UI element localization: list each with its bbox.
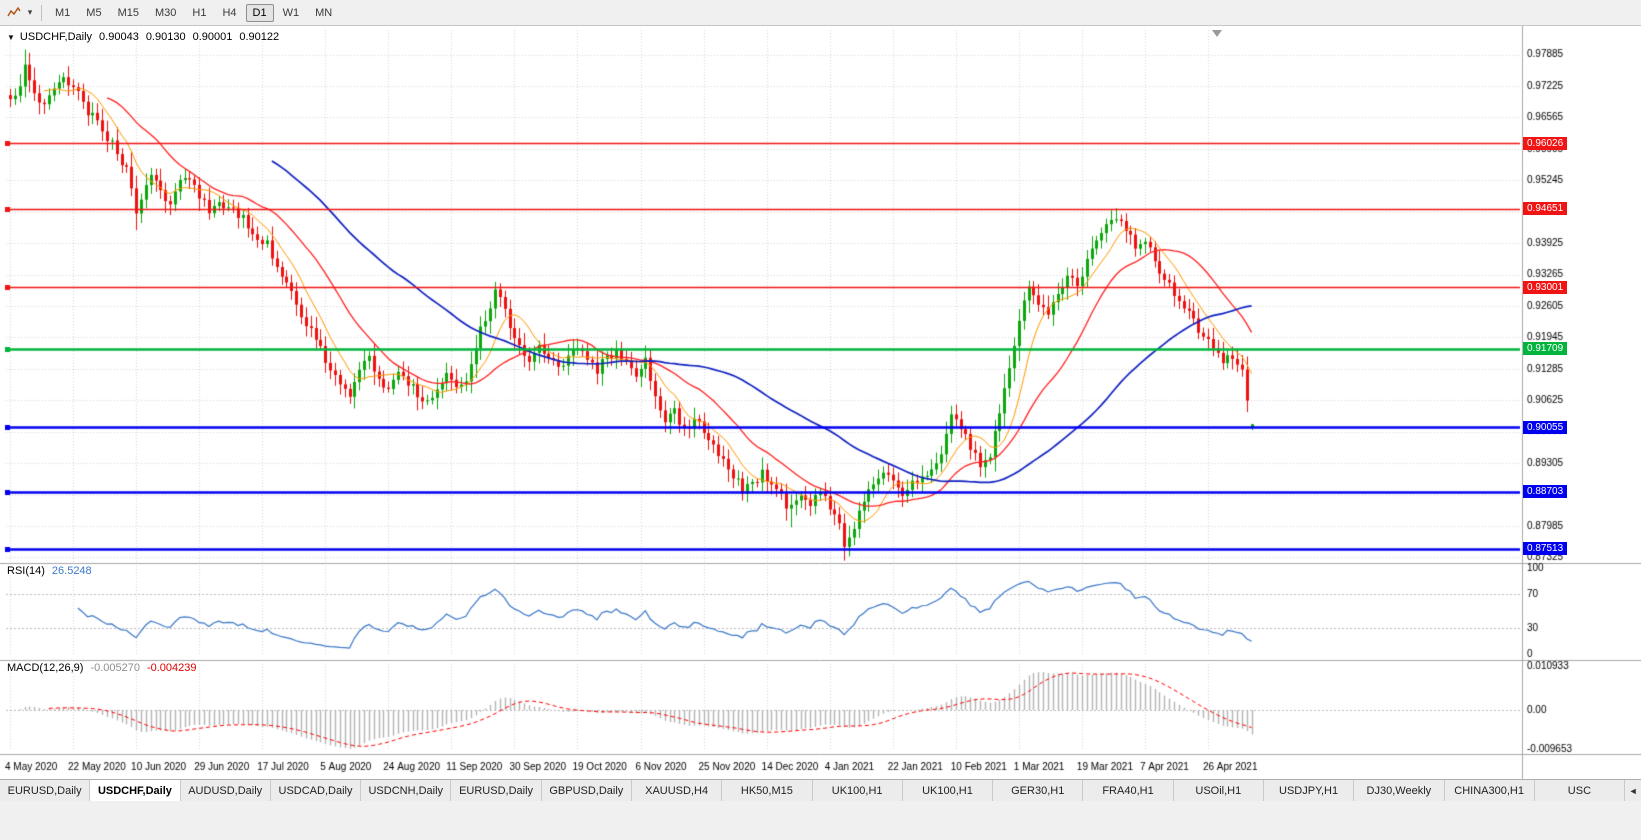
chart-tab-bar: EURUSD,Daily USDCHF,Daily AUDUSD,Daily USDC… — [0, 779, 1641, 801]
status-bar — [0, 801, 1641, 840]
window-menu-icon[interactable]: ▼ — [7, 32, 15, 42]
chart-tab-ger30-h1[interactable]: GER30,H1 — [993, 780, 1084, 801]
chart-tab-usdchf-daily[interactable]: USDCHF,Daily — [90, 780, 181, 801]
chart-window: ▼ USDCHF,Daily 0.90043 0.90130 0.90001 0… — [0, 26, 1641, 779]
timeframe-button-w1[interactable]: W1 — [282, 6, 300, 19]
chart-tab-audusd-daily[interactable]: AUDUSD,Daily — [180, 780, 271, 801]
chart-tab-usoil-h1[interactable]: USOil,H1 — [1173, 780, 1264, 801]
price-chart-canvas[interactable] — [0, 26, 1641, 779]
chart-tab-uk100-h1[interactable]: UK100,H1 — [812, 780, 903, 801]
macd-signal-value: -0.004239 — [146, 662, 197, 674]
chart-type-caret-icon[interactable]: ▾ — [27, 7, 33, 17]
rsi-value: 26.5248 — [51, 565, 92, 577]
price-level-badge-0.87513[interactable]: 0.87513 — [1523, 542, 1568, 556]
chart-shift-marker-icon[interactable] — [1212, 30, 1222, 37]
timeframe-group: M1 M5 M15 M30 H1 H4 D1 W1 MN — [47, 3, 340, 22]
chart-tab-usdcnh-daily[interactable]: USDCNH,Daily — [361, 780, 452, 801]
chart-tab-usc[interactable]: USC — [1534, 780, 1626, 801]
timeframe-button-m15[interactable]: M15 — [117, 6, 139, 19]
rsi-name: RSI(14) — [7, 565, 45, 577]
chart-title: ▼ USDCHF,Daily 0.90043 0.90130 0.90001 0… — [7, 31, 279, 43]
macd-indicator-label: MACD(12,26,9) -0.005270 -0.004239 — [7, 662, 197, 674]
timeframe-button-h1[interactable]: H1 — [192, 6, 207, 19]
ohlc-low: 0.90001 — [192, 31, 233, 43]
timeframe-button-m5[interactable]: M5 — [86, 6, 102, 19]
price-level-badge-0.96026[interactable]: 0.96026 — [1523, 136, 1568, 150]
chart-tab-usdcad-daily[interactable]: USDCAD,Daily — [270, 780, 362, 801]
ohlc-high: 0.90130 — [145, 31, 186, 43]
chart-tab-china300-h1[interactable]: CHINA300,H1 — [1444, 780, 1535, 801]
chart-type-icon[interactable] — [4, 3, 24, 23]
ohlc-close: 0.90122 — [239, 31, 280, 43]
ohlc-open: 0.90043 — [99, 31, 139, 43]
chart-tab-gbpusd-daily[interactable]: GBPUSD,Daily — [541, 780, 632, 801]
toolbar: ▾ M1 M5 M15 M30 H1 H4 D1 W1 MN — [0, 0, 1641, 26]
chart-tab-dj30-weekly[interactable]: DJ30,Weekly — [1354, 780, 1445, 801]
tab-scroll-left-icon[interactable]: ◄ — [1625, 780, 1641, 801]
chart-tab-uk100-h1[interactable]: UK100,H1 — [902, 780, 994, 801]
timeframe-button-m30[interactable]: M30 — [154, 6, 177, 19]
macd-main-value: -0.005270 — [90, 662, 140, 674]
chart-tab-eurusd-daily[interactable]: EURUSD,Daily — [0, 780, 91, 801]
price-level-badge-0.90055[interactable]: 0.90055 — [1523, 420, 1568, 434]
timeframe-button-m1[interactable]: M1 — [55, 6, 71, 19]
price-level-badge-0.88703[interactable]: 0.88703 — [1523, 485, 1568, 499]
price-level-badge-0.93001[interactable]: 0.93001 — [1523, 280, 1568, 294]
chart-tab-fra40-h1[interactable]: FRA40,H1 — [1083, 780, 1174, 801]
zigzag-glyph — [7, 6, 21, 16]
chart-tab-hk50-m15[interactable]: HK50,M15 — [722, 780, 813, 801]
price-level-badge-0.94651[interactable]: 0.94651 — [1523, 202, 1568, 216]
chart-tab-xauusd-h4[interactable]: XAUUSD,H4 — [631, 780, 723, 801]
chart-tab-usdjpy-h1[interactable]: USDJPY,H1 — [1263, 780, 1355, 801]
toolbar-separator — [41, 4, 42, 21]
chart-tab-eurusd-daily[interactable]: EURUSD,Daily — [451, 780, 542, 801]
price-level-badge-0.91709[interactable]: 0.91709 — [1523, 342, 1568, 356]
macd-name: MACD(12,26,9) — [7, 662, 84, 674]
timeframe-button-d1[interactable]: D1 — [245, 3, 274, 22]
chart-symbol-label: USDCHF,Daily — [19, 31, 93, 43]
timeframe-button-mn[interactable]: MN — [315, 6, 333, 19]
rsi-indicator-label: RSI(14) 26.5248 — [7, 565, 92, 577]
timeframe-button-h4[interactable]: H4 — [222, 6, 237, 19]
